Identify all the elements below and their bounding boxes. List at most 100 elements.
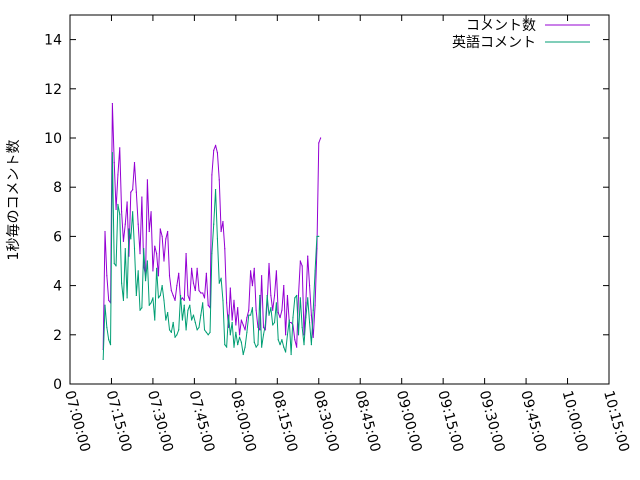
data-point-0: [154, 245, 156, 247]
data-point-1: [194, 321, 196, 324]
x-tick-label: 08:30:00: [310, 389, 342, 454]
series-line-0: [102, 103, 322, 350]
data-point-0: [183, 299, 185, 301]
data-point-0: [220, 230, 222, 233]
data-point-0: [308, 285, 311, 287]
data-point-0: [191, 267, 193, 269]
data-point-1: [203, 329, 206, 331]
data-point-0: [248, 309, 250, 311]
data-point-1: [179, 294, 182, 297]
data-point-1: [130, 238, 132, 240]
data-point-1: [224, 344, 226, 346]
data-point-1: [312, 309, 314, 311]
x-tick-label: 08:00:00: [227, 389, 259, 454]
data-point-1: [246, 331, 248, 333]
data-point-0: [320, 137, 322, 139]
data-point-0: [305, 302, 307, 304]
series-line-1: [102, 152, 319, 360]
data-point-0: [165, 238, 167, 240]
data-point-0: [249, 270, 252, 272]
data-point-0: [251, 285, 254, 287]
data-point-0: [141, 196, 143, 198]
data-point-1: [227, 314, 230, 316]
data-point-0: [178, 272, 180, 274]
data-point-1: [128, 228, 130, 230]
data-point-0: [124, 223, 126, 225]
data-point-0: [111, 102, 113, 105]
data-point-0: [207, 304, 209, 306]
data-point-1: [288, 319, 290, 321]
data-point-1: [214, 189, 217, 191]
data-point-0: [264, 329, 266, 331]
data-point-1: [165, 319, 167, 321]
data-point-1: [167, 312, 169, 314]
data-point-0: [202, 292, 204, 294]
x-tick-label: 10:15:00: [600, 389, 632, 454]
data-point-1: [316, 235, 318, 237]
data-point-0: [231, 319, 233, 321]
data-point-0: [314, 304, 316, 306]
data-point-0: [137, 223, 139, 225]
data-point-1: [126, 297, 128, 299]
data-point-0: [176, 285, 178, 287]
data-point-1: [310, 344, 312, 346]
y-tick-label: 14: [44, 33, 62, 49]
data-point-1: [286, 334, 289, 336]
data-point-0: [273, 294, 276, 297]
data-point-1: [222, 299, 224, 301]
data-point-1: [104, 304, 106, 306]
data-point-0: [170, 289, 172, 292]
data-point-1: [109, 344, 112, 346]
data-point-0: [214, 144, 217, 146]
data-point-1: [111, 152, 113, 154]
data-point-1: [159, 294, 161, 297]
data-point-1: [240, 341, 242, 343]
data-point-1: [226, 346, 228, 348]
data-point-0: [268, 262, 270, 265]
data-point-0: [226, 302, 228, 304]
data-point-0: [283, 285, 285, 287]
x-tick-label: 09:15:00: [434, 389, 466, 454]
data-point-0: [299, 260, 301, 262]
data-point-1: [181, 319, 184, 321]
data-point-1: [176, 334, 178, 336]
data-point-0: [172, 294, 174, 297]
x-tick-label: 07:00:00: [61, 389, 93, 454]
legend-label: コメント数: [466, 18, 536, 34]
data-point-1: [132, 211, 134, 213]
data-point-0: [117, 174, 119, 176]
data-point-1: [198, 326, 200, 329]
data-point-0: [279, 316, 281, 319]
legend-label: 英語コメント: [452, 34, 536, 51]
data-point-0: [290, 321, 292, 324]
data-point-0: [126, 201, 128, 203]
x-tick-label: 10:00:00: [559, 389, 591, 454]
data-point-1: [279, 344, 281, 346]
data-point-1: [268, 314, 270, 316]
data-point-1: [148, 304, 150, 306]
data-point-0: [277, 312, 279, 314]
data-point-0: [255, 309, 257, 311]
data-point-1: [308, 321, 311, 324]
data-point-0: [157, 275, 160, 277]
data-point-1: [163, 299, 165, 301]
data-point-1: [139, 309, 141, 311]
data-point-0: [104, 230, 106, 233]
data-point-0: [240, 319, 242, 321]
data-point-0: [253, 267, 255, 269]
data-point-1: [283, 346, 285, 348]
x-tick-label: 07:45:00: [186, 389, 218, 454]
data-point-1: [205, 331, 207, 333]
data-point-1: [200, 314, 202, 316]
data-point-1: [178, 329, 180, 331]
data-point-0: [262, 326, 265, 329]
data-point-0: [242, 324, 244, 326]
data-point-1: [185, 329, 187, 331]
data-point-0: [121, 211, 123, 213]
data-point-0: [218, 179, 220, 181]
x-tick-label: 09:00:00: [393, 389, 425, 454]
data-point-1: [231, 321, 233, 324]
data-point-0: [174, 299, 176, 301]
data-point-0: [119, 147, 121, 149]
